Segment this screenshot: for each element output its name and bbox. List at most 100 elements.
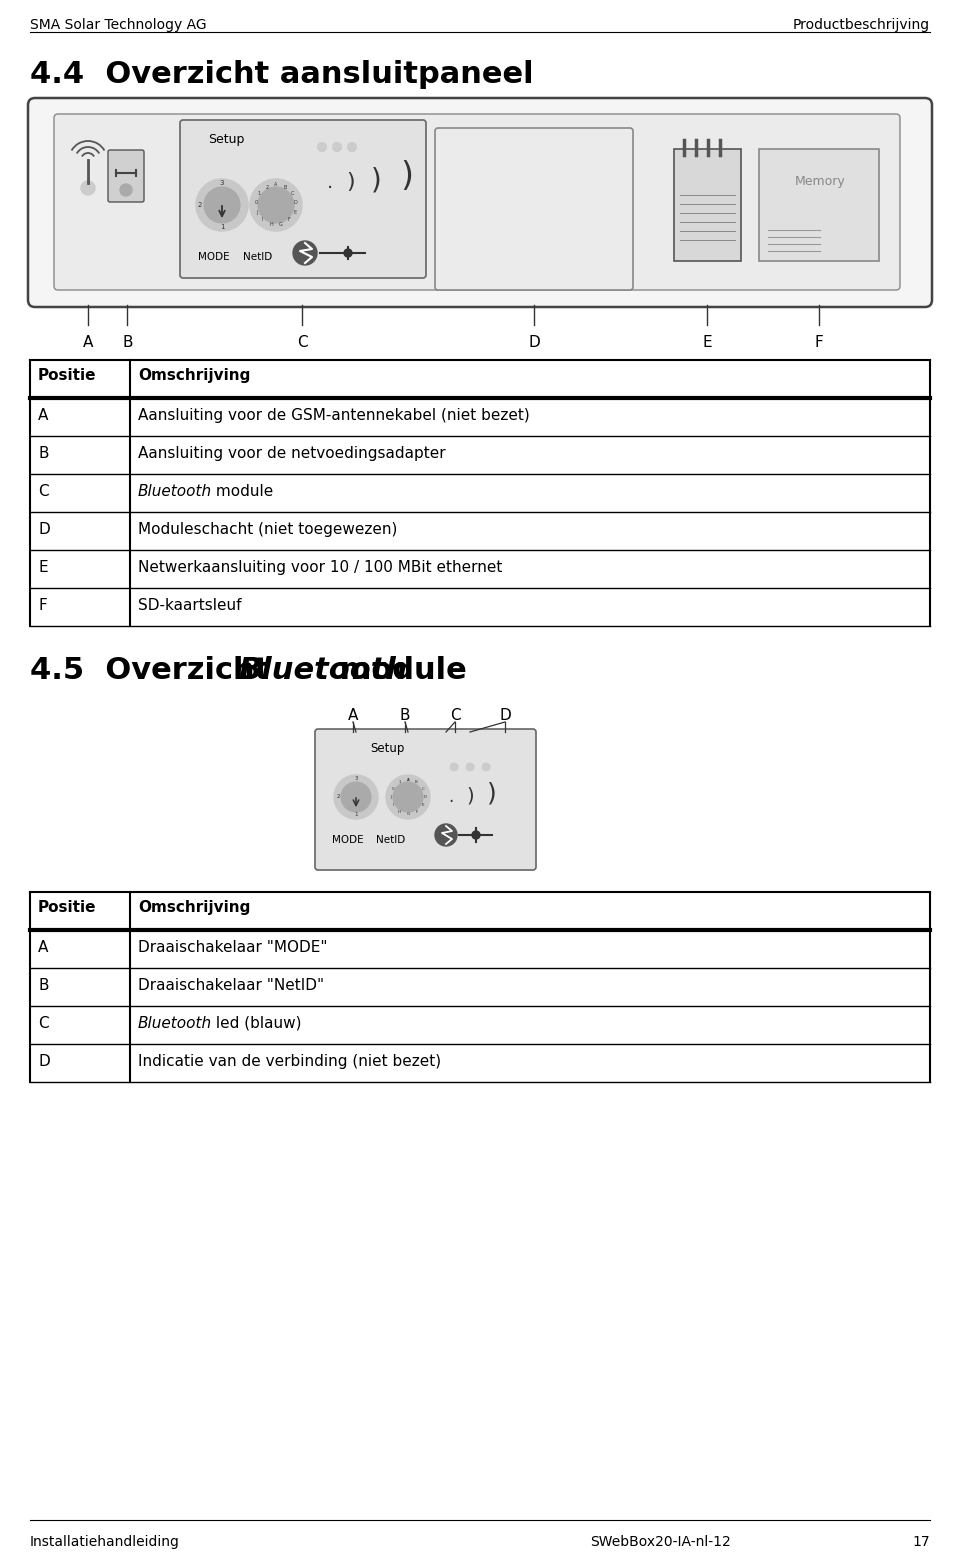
- Text: Installatiehandleiding: Installatiehandleiding: [30, 1535, 180, 1549]
- Text: D: D: [423, 795, 426, 799]
- Text: module: module: [329, 656, 467, 686]
- Circle shape: [386, 774, 430, 819]
- Text: 1: 1: [258, 191, 261, 196]
- Text: module: module: [211, 484, 274, 499]
- Text: ): ): [487, 782, 497, 805]
- Text: C: C: [449, 708, 460, 723]
- Text: 17: 17: [912, 1535, 930, 1549]
- Text: Omschrijving: Omschrijving: [138, 900, 251, 914]
- Circle shape: [81, 180, 95, 194]
- Circle shape: [393, 782, 423, 812]
- Text: 2: 2: [336, 795, 340, 799]
- Text: D: D: [38, 1054, 50, 1068]
- Text: .: .: [448, 788, 454, 805]
- Text: Productbeschrijving: Productbeschrijving: [793, 19, 930, 33]
- Text: A: A: [83, 334, 93, 350]
- Text: 1: 1: [354, 813, 358, 818]
- FancyBboxPatch shape: [759, 149, 879, 261]
- Text: 0: 0: [254, 201, 257, 205]
- FancyBboxPatch shape: [54, 114, 900, 289]
- Text: D: D: [38, 522, 50, 536]
- Circle shape: [258, 187, 294, 222]
- FancyBboxPatch shape: [315, 729, 536, 869]
- Text: F: F: [38, 599, 47, 613]
- Text: 3: 3: [220, 180, 225, 187]
- Circle shape: [472, 830, 480, 840]
- FancyBboxPatch shape: [108, 149, 144, 202]
- Text: Memory: Memory: [795, 176, 846, 188]
- Text: A: A: [407, 778, 409, 782]
- Text: SD-kaartsleuf: SD-kaartsleuf: [138, 599, 242, 613]
- Text: Positie: Positie: [38, 900, 97, 914]
- FancyBboxPatch shape: [435, 128, 633, 289]
- Text: SMA Solar Technology AG: SMA Solar Technology AG: [30, 19, 206, 33]
- Text: Bluetooth: Bluetooth: [238, 656, 407, 686]
- Circle shape: [450, 764, 458, 771]
- Text: B: B: [38, 446, 49, 460]
- Text: ): ): [400, 160, 414, 193]
- Text: A: A: [275, 182, 277, 188]
- Text: E: E: [702, 334, 711, 350]
- Text: Setup: Setup: [208, 134, 245, 146]
- Circle shape: [204, 187, 240, 222]
- Text: E: E: [38, 560, 48, 575]
- Text: E: E: [293, 210, 297, 215]
- Text: Aansluiting voor de netvoedingsadapter: Aansluiting voor de netvoedingsadapter: [138, 446, 445, 460]
- Text: led (blauw): led (blauw): [211, 1015, 301, 1031]
- Circle shape: [482, 764, 490, 771]
- Text: J: J: [256, 210, 258, 215]
- Text: C: C: [38, 1015, 49, 1031]
- Circle shape: [293, 241, 317, 264]
- Text: 4.5  Overzicht: 4.5 Overzicht: [30, 656, 280, 686]
- Text: D: D: [499, 708, 511, 723]
- Circle shape: [435, 824, 457, 846]
- Text: Indicatie van de verbinding (niet bezet): Indicatie van de verbinding (niet bezet): [138, 1054, 442, 1068]
- Text: B: B: [399, 708, 410, 723]
- Circle shape: [334, 774, 378, 819]
- Text: Netwerkaansluiting voor 10 / 100 MBit ethernet: Netwerkaansluiting voor 10 / 100 MBit et…: [138, 560, 502, 575]
- FancyBboxPatch shape: [180, 120, 426, 278]
- Text: C: C: [421, 787, 424, 790]
- Text: Bluetooth: Bluetooth: [138, 1015, 212, 1031]
- Circle shape: [466, 764, 474, 771]
- Text: C: C: [291, 191, 294, 196]
- Text: C: C: [38, 484, 49, 499]
- Circle shape: [332, 143, 342, 151]
- Circle shape: [318, 143, 326, 151]
- Text: Setup: Setup: [370, 742, 404, 756]
- FancyBboxPatch shape: [28, 98, 932, 306]
- Text: MODE: MODE: [332, 835, 364, 844]
- Text: SWebBox20-IA-nl-12: SWebBox20-IA-nl-12: [590, 1535, 731, 1549]
- Text: Aansluiting voor de GSM-antennekabel (niet bezet): Aansluiting voor de GSM-antennekabel (ni…: [138, 407, 530, 423]
- Text: B: B: [38, 978, 49, 994]
- Text: F: F: [814, 334, 823, 350]
- Text: ): ): [467, 787, 474, 805]
- Text: ): ): [347, 173, 355, 191]
- Text: G: G: [279, 222, 282, 227]
- Text: Omschrijving: Omschrijving: [138, 369, 251, 383]
- Text: NetID: NetID: [243, 252, 273, 261]
- Circle shape: [341, 782, 371, 812]
- Text: 1: 1: [220, 224, 225, 230]
- FancyBboxPatch shape: [674, 149, 741, 261]
- Text: MODE: MODE: [198, 252, 229, 261]
- Text: A: A: [38, 941, 48, 955]
- Text: B: B: [283, 185, 287, 190]
- Text: I: I: [262, 218, 263, 222]
- Text: 2: 2: [265, 185, 268, 190]
- Text: A: A: [348, 708, 358, 723]
- Text: Positie: Positie: [38, 369, 97, 383]
- Text: J: J: [391, 795, 392, 799]
- Text: F: F: [288, 218, 291, 222]
- Text: 0: 0: [392, 787, 395, 790]
- Text: D: D: [529, 334, 540, 350]
- Text: NetID: NetID: [376, 835, 405, 844]
- Text: E: E: [421, 804, 424, 807]
- Text: 2: 2: [407, 778, 409, 782]
- Text: 2: 2: [198, 202, 203, 208]
- Text: Draaischakelaar "MODE": Draaischakelaar "MODE": [138, 941, 327, 955]
- Text: 3: 3: [354, 776, 358, 782]
- Text: B: B: [122, 334, 132, 350]
- Circle shape: [348, 143, 356, 151]
- Text: H: H: [398, 810, 401, 813]
